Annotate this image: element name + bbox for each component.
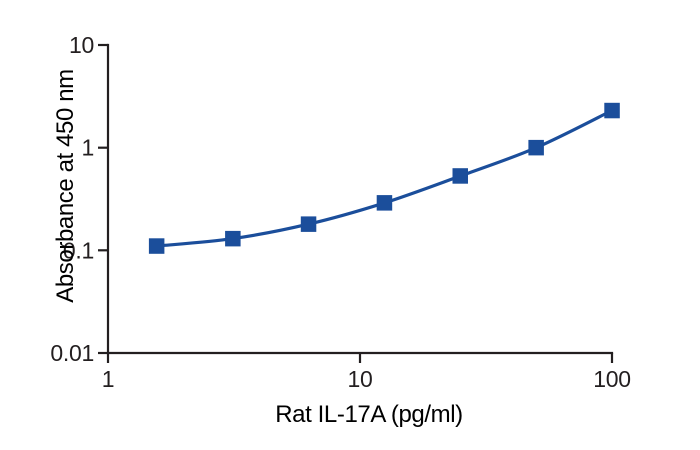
standard-curve-line	[156, 109, 613, 248]
x-axis-title: Rat IL-17A (pg/ml)	[275, 401, 463, 428]
y-axis-title: Absorbance at 450 nm	[52, 69, 79, 303]
data-point-marker	[528, 139, 544, 156]
data-point-marker	[452, 168, 468, 184]
data-point-marker	[225, 230, 241, 247]
y-tick-label: 1	[82, 135, 95, 161]
data-point-marker	[604, 102, 620, 119]
data-point-marker	[300, 216, 317, 232]
y-tick-label: 10	[69, 32, 94, 58]
x-tick-label: 1	[102, 366, 115, 392]
x-tick-label: 100	[593, 366, 630, 392]
y-tick-label: 0.01	[50, 340, 94, 366]
x-tick-label: 10	[348, 366, 373, 392]
data-point-marker	[376, 195, 393, 211]
y-tick-label: 0.1	[63, 237, 94, 263]
data-point-marker	[148, 238, 165, 254]
axes-lines	[106, 43, 614, 355]
